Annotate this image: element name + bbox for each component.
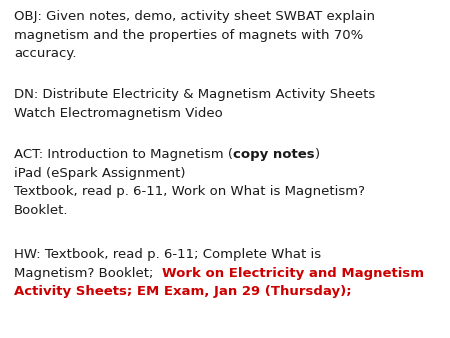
Text: iPad (eSpark Assignment): iPad (eSpark Assignment) [14,167,185,179]
Text: DN: Distribute Electricity & Magnetism Activity Sheets: DN: Distribute Electricity & Magnetism A… [14,88,375,101]
Text: Activity Sheets; EM Exam, Jan 29 (Thursday);: Activity Sheets; EM Exam, Jan 29 (Thursd… [14,285,351,298]
Text: Watch Electromagnetism Video: Watch Electromagnetism Video [14,106,223,120]
Text: accuracy.: accuracy. [14,47,76,60]
Text: Booklet.: Booklet. [14,203,68,217]
Text: copy notes: copy notes [233,148,315,161]
Text: Work on Electricity and Magnetism: Work on Electricity and Magnetism [162,266,424,280]
Text: Magnetism? Booklet;: Magnetism? Booklet; [14,266,162,280]
Text: OBJ: Given notes, demo, activity sheet SWBAT explain: OBJ: Given notes, demo, activity sheet S… [14,10,375,23]
Text: magnetism and the properties of magnets with 70%: magnetism and the properties of magnets … [14,28,363,42]
Text: ): ) [315,148,320,161]
Text: Textbook, read p. 6-11, Work on What is Magnetism?: Textbook, read p. 6-11, Work on What is … [14,185,365,198]
Text: ACT: Introduction to Magnetism (: ACT: Introduction to Magnetism ( [14,148,233,161]
Text: HW: Textbook, read p. 6-11; Complete What is: HW: Textbook, read p. 6-11; Complete Wha… [14,248,321,261]
